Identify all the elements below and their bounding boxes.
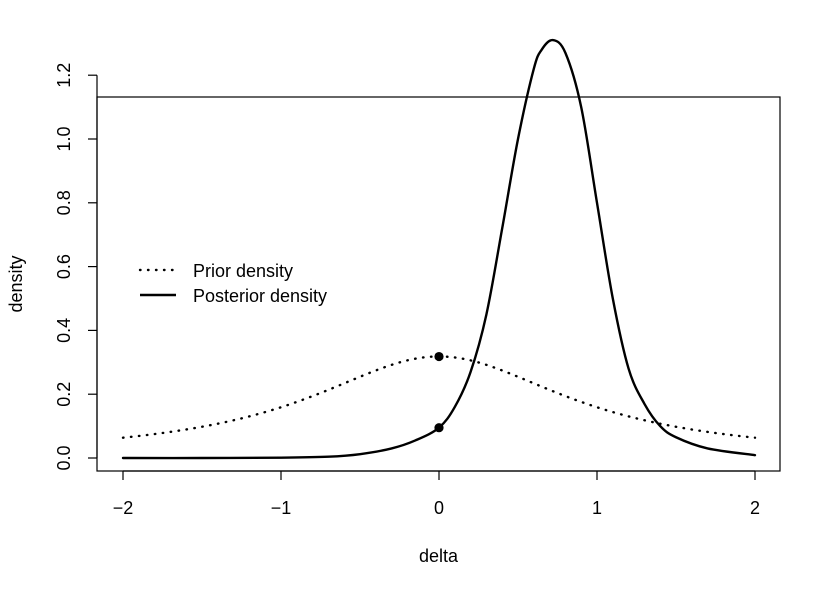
x-tick-label: −2 [113, 498, 134, 518]
y-tick-label: 1.0 [54, 126, 74, 151]
y-axis-title: density [6, 255, 26, 312]
data-point [434, 423, 444, 433]
series-posterior-line [121, 38, 757, 460]
data-point [434, 351, 444, 362]
x-tick-label: 1 [592, 498, 602, 518]
legend-label-prior: Prior density [193, 261, 293, 281]
y-tick-label: 0.4 [54, 318, 74, 343]
x-tick-label: 0 [434, 498, 444, 518]
legend: Prior density Posterior density [138, 261, 327, 306]
points [434, 351, 444, 433]
x-tick-label: 2 [750, 498, 760, 518]
y-tick-label: 0.2 [54, 382, 74, 407]
y-tick-label: 0.6 [54, 254, 74, 279]
x-axis: −2 −1 0 1 2 [113, 470, 760, 518]
plot-frame [96, 96, 781, 472]
x-axis-title: delta [419, 546, 459, 566]
legend-label-posterior: Posterior density [193, 286, 327, 306]
curves [121, 38, 757, 460]
y-axis: 0.0 0.2 0.4 0.6 0.8 1.0 1.2 [54, 63, 98, 471]
y-tick-label: 0.0 [54, 445, 74, 470]
y-tick-label: 1.2 [54, 63, 74, 88]
y-tick-label: 0.8 [54, 190, 74, 215]
x-tick-label: −1 [271, 498, 292, 518]
